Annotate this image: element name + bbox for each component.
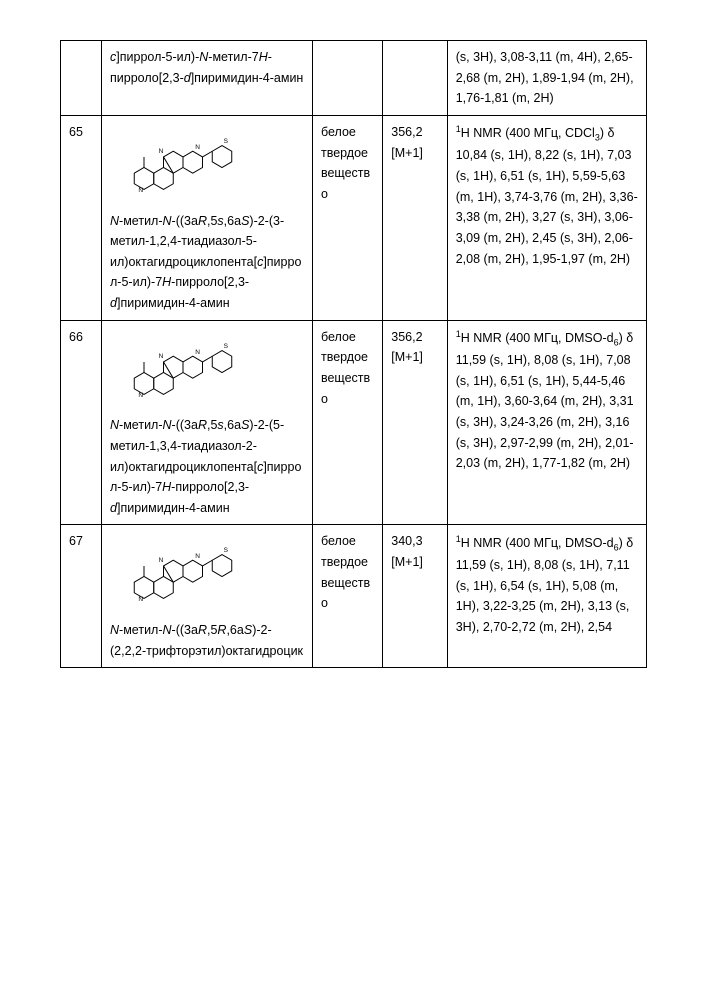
svg-text:N: N: [138, 187, 143, 194]
nmr-data: 1H NMR (400 МГц, DMSO-d6) δ 11,59 (s, 1H…: [447, 320, 646, 525]
mass-spec: 340,3 [M+1]: [383, 525, 447, 668]
structure-image: N N N S: [118, 126, 248, 196]
appearance: [312, 41, 382, 116]
compound-number: 67: [61, 525, 102, 668]
nmr-data: (s, 3H), 3,08-3,11 (m, 4H), 2,65-2,68 (m…: [447, 41, 646, 116]
svg-text:N: N: [195, 144, 200, 151]
nmr-data: 1H NMR (400 МГц, DMSO-d6) δ 11,59 (s, 1H…: [447, 525, 646, 668]
mass-spec: [383, 41, 447, 116]
compound-number: 66: [61, 320, 102, 525]
mass-spec: 356,2 [M+1]: [383, 320, 447, 525]
svg-text:N: N: [138, 596, 143, 603]
svg-text:N: N: [159, 557, 164, 564]
mass-spec: 356,2 [M+1]: [383, 115, 447, 320]
table-row: 65 N N N S N-метил-N-((3aR,5s,6aS)-2-(3-…: [61, 115, 647, 320]
structure-image: N N N S: [118, 535, 248, 605]
compound-name: N-метил-N-((3aR,5s,6aS)-2-(5-метил-1,3,4…: [110, 415, 304, 518]
svg-text:S: S: [224, 343, 229, 350]
table-row: 67 N N N S N-метил-N-((3aR,5R,6aS)-2-(2,…: [61, 525, 647, 668]
compound-structure-name: N N N S N-метил-N-((3aR,5s,6aS)-2-(5-мет…: [102, 320, 313, 525]
structure-image: N N N S: [118, 331, 248, 401]
compound-structure-name: N N N S N-метил-N-((3aR,5s,6aS)-2-(3-мет…: [102, 115, 313, 320]
svg-text:N: N: [195, 553, 200, 560]
compound-table: с]пиррол-5-ил)-N-метил-7H-пирроло[2,3-d]…: [60, 40, 647, 668]
svg-text:N: N: [195, 348, 200, 355]
compound-structure-name: с]пиррол-5-ил)-N-метил-7H-пирроло[2,3-d]…: [102, 41, 313, 116]
appearance: белое твердое вещество: [312, 525, 382, 668]
compound-name: N-метил-N-((3aR,5R,6aS)-2-(2,2,2-трифтор…: [110, 620, 304, 661]
appearance: белое твердое вещество: [312, 115, 382, 320]
appearance: белое твердое вещество: [312, 320, 382, 525]
compound-name: N-метил-N-((3aR,5s,6aS)-2-(3-метил-1,2,4…: [110, 211, 304, 314]
table-row: 66 N N N S N-метил-N-((3aR,5s,6aS)-2-(5-…: [61, 320, 647, 525]
compound-number: [61, 41, 102, 116]
table-row: с]пиррол-5-ил)-N-метил-7H-пирроло[2,3-d]…: [61, 41, 647, 116]
svg-text:N: N: [159, 148, 164, 155]
svg-text:S: S: [224, 548, 229, 555]
svg-text:N: N: [159, 353, 164, 360]
compound-number: 65: [61, 115, 102, 320]
svg-text:N: N: [138, 392, 143, 399]
compound-name: с]пиррол-5-ил)-N-метил-7H-пирроло[2,3-d]…: [110, 47, 304, 88]
compound-structure-name: N N N S N-метил-N-((3aR,5R,6aS)-2-(2,2,2…: [102, 525, 313, 668]
nmr-data: 1H NMR (400 МГц, CDCl3) δ 10,84 (s, 1H),…: [447, 115, 646, 320]
svg-text:S: S: [224, 138, 229, 145]
